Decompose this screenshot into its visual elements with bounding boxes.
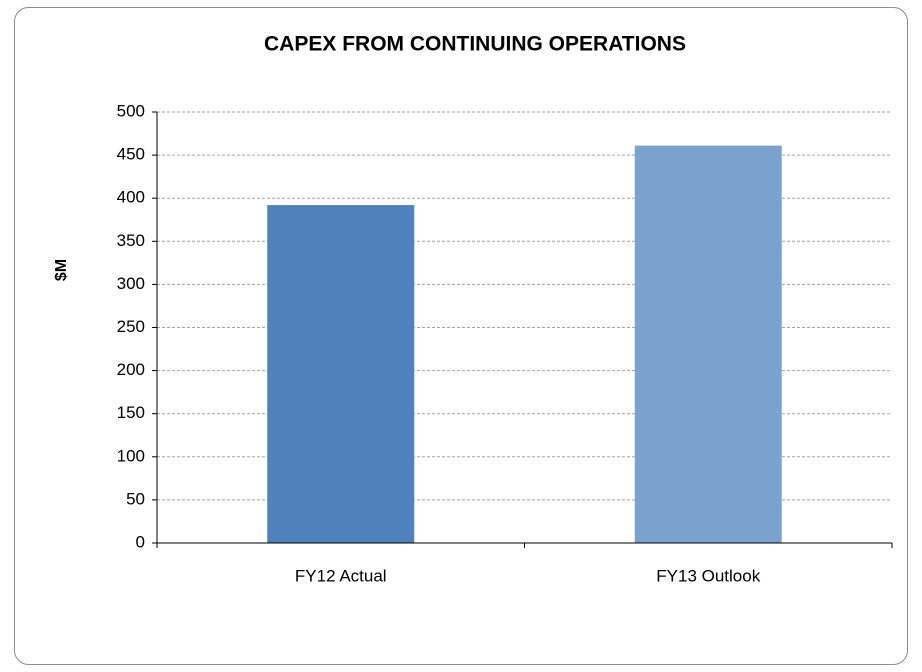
y-tick-label: 500: [117, 101, 145, 120]
y-axis-label: $M: [53, 259, 70, 281]
bar: [634, 145, 782, 544]
y-tick-label: 0: [136, 532, 145, 551]
chart-title: CAPEX FROM CONTINUING OPERATIONS: [264, 33, 686, 56]
y-tick-label: 100: [117, 446, 145, 465]
y-tick-label: 200: [117, 360, 145, 379]
x-tick-label: FY13 Outlook: [656, 566, 760, 585]
y-tick-label: 250: [117, 317, 145, 336]
y-tick-label: 150: [117, 403, 145, 422]
y-tick-label: 450: [117, 145, 145, 164]
y-tick-label: 350: [117, 231, 145, 250]
bar: [267, 205, 415, 543]
y-tick-label: 50: [126, 489, 145, 508]
x-tick-label: FY12 Actual: [295, 566, 387, 585]
y-tick-label: 400: [117, 188, 145, 207]
y-tick-label: 300: [117, 274, 145, 293]
